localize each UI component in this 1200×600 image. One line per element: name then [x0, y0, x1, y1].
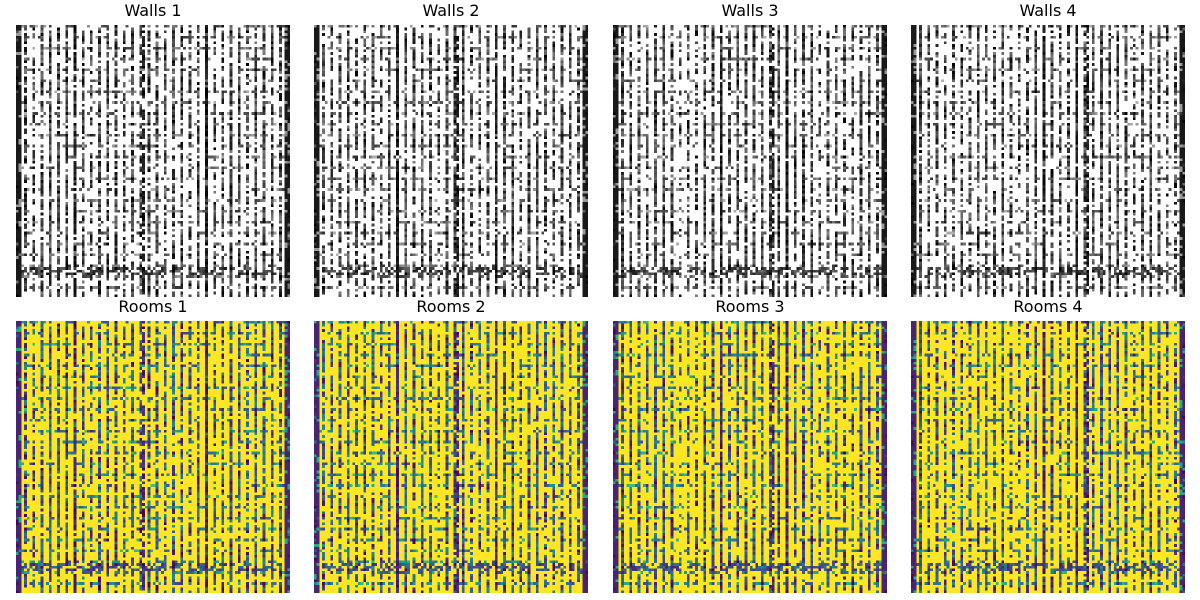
walls-heatmap — [314, 25, 588, 297]
heatmap-panel-3: Walls 3 — [613, 0, 887, 300]
panel-title: Walls 1 — [124, 1, 182, 20]
heatmap-panel-1: Walls 1 — [16, 0, 290, 300]
heatmap-panel-7: Rooms 3 — [613, 296, 887, 596]
heatmap-panel-2: Walls 2 — [314, 0, 588, 300]
walls-heatmap — [613, 25, 887, 297]
heatmap-panel-5: Rooms 1 — [16, 296, 290, 596]
panel-title: Rooms 3 — [715, 297, 785, 316]
heatmap-panel-8: Rooms 4 — [911, 296, 1185, 596]
heatmap-panel-4: Walls 4 — [911, 0, 1185, 300]
panel-title: Rooms 4 — [1013, 297, 1083, 316]
rooms-heatmap — [911, 321, 1185, 593]
rooms-heatmap — [314, 321, 588, 593]
panel-title: Walls 2 — [422, 1, 480, 20]
panel-title: Rooms 1 — [118, 297, 188, 316]
heatmap-panel-6: Rooms 2 — [314, 296, 588, 596]
rooms-heatmap — [613, 321, 887, 593]
panel-title: Rooms 2 — [416, 297, 486, 316]
panel-title: Walls 4 — [1019, 1, 1077, 20]
walls-heatmap — [16, 25, 290, 297]
rooms-heatmap — [16, 321, 290, 593]
panel-title: Walls 3 — [721, 1, 779, 20]
walls-heatmap — [911, 25, 1185, 297]
